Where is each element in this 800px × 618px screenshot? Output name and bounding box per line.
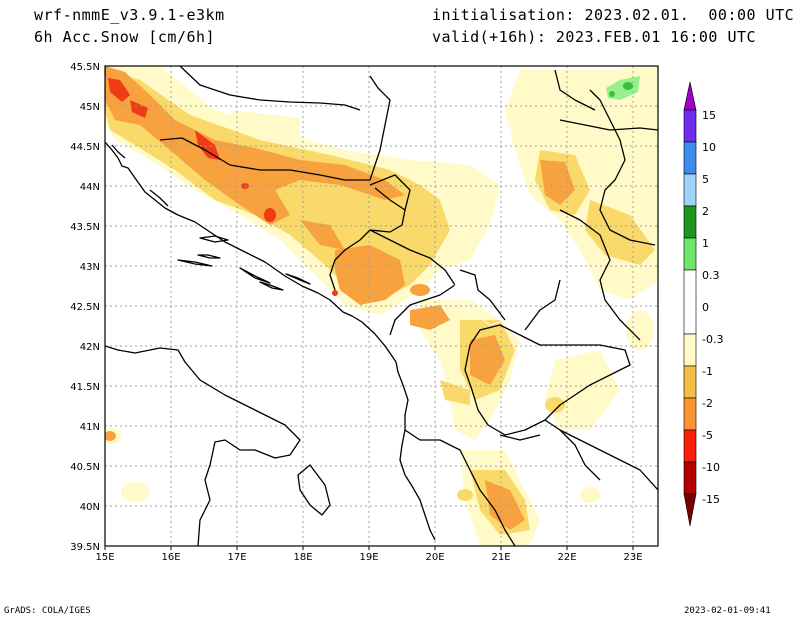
graticule <box>105 66 658 546</box>
field-title: 6h Acc.Snow [cm/6h] <box>34 28 216 46</box>
colorbar-cell <box>683 269 697 335</box>
colorbar-cell <box>683 429 697 463</box>
colorbar-cell <box>683 141 697 175</box>
lat-label: 39.5N <box>70 542 100 553</box>
lat-label: 40N <box>80 502 100 513</box>
lat-label: 44N <box>80 182 100 193</box>
lon-label: 20E <box>425 552 444 563</box>
colorbar-cell <box>683 205 697 239</box>
lat-label: 42.5N <box>70 302 100 313</box>
lon-label: 19E <box>359 552 378 563</box>
lon-label: 22E <box>557 552 576 563</box>
colorbar-cell <box>683 365 697 399</box>
coastlines-borders <box>105 66 658 546</box>
colorbar-labels: 15 10 5 2 1 0.3 0 -0.3 -1 -2 -5 -10 -15 <box>702 109 723 506</box>
colorbar-label: -5 <box>702 429 713 442</box>
lat-label: 40.5N <box>70 462 100 473</box>
longitude-labels: 15E 16E 17E 18E 19E 20E 21E 22E 23E <box>95 552 642 563</box>
lat-label: 42N <box>80 342 100 353</box>
colorbar-cell <box>683 173 697 207</box>
footer-credit: GrADS: COLA/IGES <box>4 606 91 616</box>
model-title: wrf-nmmE_v3.9.1-e3km <box>34 6 225 24</box>
colorbar-label: 5 <box>702 173 709 186</box>
lon-label: 15E <box>95 552 114 563</box>
colorbar-cell <box>683 109 697 143</box>
colorbar-top-arrow <box>683 81 697 111</box>
snow-positive <box>606 76 640 100</box>
lat-label: 44.5N <box>70 142 100 153</box>
colorbar-label: 15 <box>702 109 716 122</box>
colorbar-label: 10 <box>702 141 716 154</box>
init-time: initialisation: 2023.02.01. 00:00 UTC <box>432 6 795 24</box>
lon-label: 17E <box>227 552 246 563</box>
snow-field <box>105 66 658 545</box>
latitude-labels: 45.5N 45N 44.5N 44N 43.5N 43N 42.5N 42N … <box>70 62 100 553</box>
colorbar-cell <box>683 237 697 271</box>
colorbar-label: 0.3 <box>702 269 720 282</box>
colorbar-label: -1 <box>702 365 713 378</box>
colorbar-cell <box>683 333 697 367</box>
lat-label: 41N <box>80 422 100 433</box>
colorbar-label: -0.3 <box>702 333 723 346</box>
colorbar-label: 0 <box>702 301 709 314</box>
lat-label: 41.5N <box>70 382 100 393</box>
map-frame <box>104 65 659 547</box>
lat-label: 45N <box>80 102 100 113</box>
lat-label: 43.5N <box>70 222 100 233</box>
snow-very-heavy <box>108 78 338 296</box>
lon-label: 16E <box>161 552 180 563</box>
colorbar-label: 1 <box>702 237 709 250</box>
colorbar-label: -15 <box>702 493 720 506</box>
lat-label: 43N <box>80 262 100 273</box>
valid-time: valid(+16h): 2023.FEB.01 16:00 UTC <box>432 28 757 46</box>
colorbar <box>683 81 697 527</box>
footer-timestamp: 2023-02-01-09:41 <box>684 606 771 616</box>
lat-label: 45.5N <box>70 62 100 73</box>
colorbar-label: -2 <box>702 397 713 410</box>
lon-label: 18E <box>293 552 312 563</box>
lon-label: 21E <box>491 552 510 563</box>
colorbar-label: -10 <box>702 461 720 474</box>
colorbar-cell <box>683 397 697 431</box>
colorbar-label: 2 <box>702 205 709 218</box>
axis-ticks <box>104 546 634 550</box>
lon-label: 23E <box>623 552 642 563</box>
colorbar-bottom-arrow <box>683 493 697 527</box>
colorbar-cell <box>683 461 697 495</box>
